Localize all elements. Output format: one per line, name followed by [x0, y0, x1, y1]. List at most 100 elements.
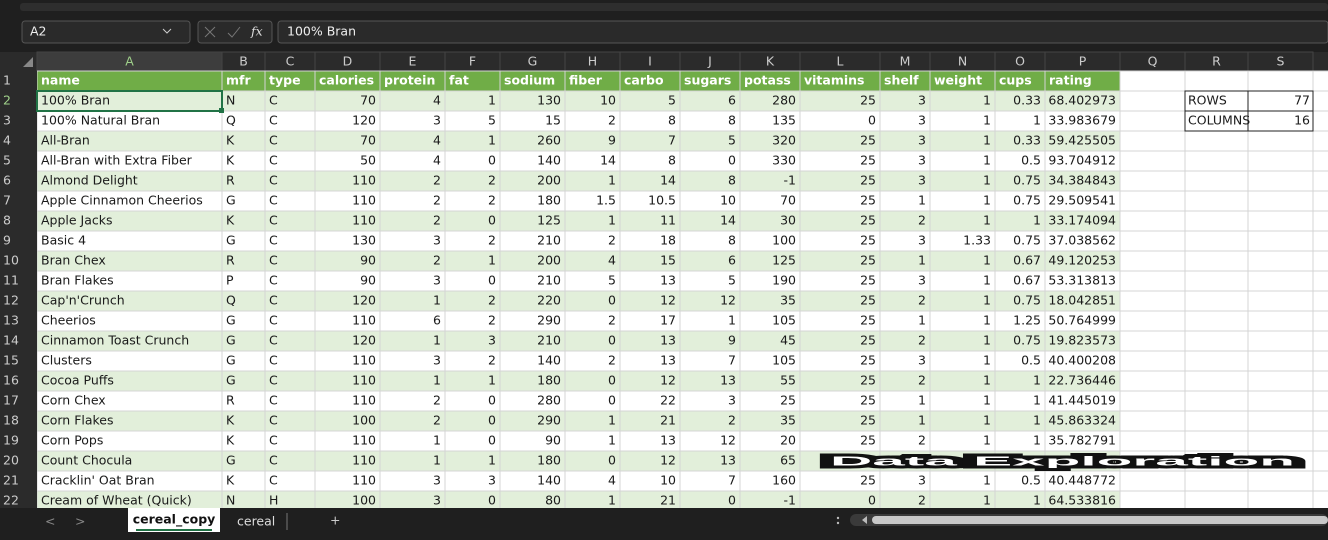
cell-number[interactable]: 1 — [983, 293, 991, 308]
cell-number[interactable]: 21 — [660, 493, 676, 508]
cell-number[interactable]: 0.75 — [1013, 293, 1041, 308]
cell-number[interactable]: 3 — [918, 473, 926, 488]
cell-number[interactable]: 25 — [860, 393, 876, 408]
cell-number[interactable]: 2 — [433, 253, 441, 268]
cell-number[interactable]: 2 — [918, 373, 926, 388]
cell-number[interactable]: 0.67 — [1013, 273, 1041, 288]
cell-text[interactable]: Q — [226, 113, 236, 128]
cell-number[interactable]: 1 — [983, 493, 991, 508]
cell-number[interactable]: 21 — [660, 413, 676, 428]
cancel-icon[interactable] — [204, 26, 216, 38]
cell-number[interactable]: 15 — [545, 113, 561, 128]
cell-number[interactable]: 1 — [918, 413, 926, 428]
cell-number[interactable]: 5 — [488, 113, 496, 128]
cell-text[interactable]: N — [226, 93, 235, 108]
cell-number[interactable]: 90 — [360, 253, 376, 268]
cell-text[interactable]: C — [269, 93, 278, 108]
cell-number[interactable]: 1 — [983, 173, 991, 188]
enter-icon[interactable] — [227, 26, 241, 38]
cell-number[interactable]: 3 — [728, 393, 736, 408]
cell-text[interactable]: C — [269, 313, 278, 328]
cell-number[interactable]: 1.33 — [963, 233, 991, 248]
cell-number[interactable]: 8 — [668, 113, 676, 128]
cell-number[interactable]: 260 — [537, 133, 561, 148]
cell-number[interactable]: 1 — [983, 153, 991, 168]
active-tab[interactable] — [128, 508, 220, 532]
cell-number[interactable]: 10.5 — [648, 193, 676, 208]
cell-number[interactable]: 4 — [433, 133, 441, 148]
cell-number[interactable]: 200 — [537, 253, 561, 268]
cell-number[interactable]: 1 — [983, 413, 991, 428]
cell-number[interactable]: 1 — [983, 213, 991, 228]
cell-number[interactable]: 6 — [433, 313, 441, 328]
cell-text[interactable]: C — [269, 153, 278, 168]
cell-text[interactable]: G — [226, 313, 236, 328]
cell-number[interactable]: 35 — [780, 413, 796, 428]
cell-number[interactable]: 1 — [983, 273, 991, 288]
cell-number[interactable]: 12 — [720, 293, 736, 308]
cell-number[interactable]: 70 — [360, 93, 376, 108]
cell-number[interactable]: 25 — [860, 213, 876, 228]
cell-number[interactable]: 4 — [608, 253, 616, 268]
cell-number[interactable]: 110 — [352, 353, 376, 368]
cell-text[interactable]: Corn Pops — [41, 433, 103, 448]
cell-number[interactable]: 50 — [360, 153, 376, 168]
cell-number[interactable]: 13 — [660, 353, 676, 368]
cell-text[interactable]: R — [226, 173, 235, 188]
add-sheet[interactable]: + — [330, 513, 340, 528]
cell-number[interactable]: 68.402973 — [1048, 93, 1116, 108]
cell-number[interactable]: 190 — [772, 273, 796, 288]
cell-number[interactable]: 3 — [918, 133, 926, 148]
cell-number[interactable]: 2 — [918, 213, 926, 228]
cell-number[interactable]: 120 — [352, 113, 376, 128]
cell-number[interactable]: 1 — [983, 333, 991, 348]
cell-number[interactable]: 25 — [860, 413, 876, 428]
cell-text[interactable]: C — [269, 173, 278, 188]
cell-text[interactable]: C — [269, 373, 278, 388]
cell-number[interactable]: 0.75 — [1013, 193, 1041, 208]
cell-number[interactable]: 6 — [728, 253, 736, 268]
cell-number[interactable]: 1 — [983, 253, 991, 268]
cell-number[interactable]: 1 — [983, 473, 991, 488]
cell-number[interactable]: 0 — [488, 153, 496, 168]
cell-number[interactable]: 290 — [537, 413, 561, 428]
cell-number[interactable]: 1 — [608, 433, 616, 448]
cell-number[interactable]: 12 — [660, 373, 676, 388]
cell-number[interactable]: 25 — [860, 333, 876, 348]
cell-number[interactable]: 2 — [608, 353, 616, 368]
cell-number[interactable]: 55 — [780, 373, 796, 388]
cell-number[interactable]: 330 — [772, 153, 796, 168]
cell-number[interactable]: 280 — [537, 393, 561, 408]
cell-text[interactable]: C — [269, 353, 278, 368]
cell-text[interactable]: H — [269, 493, 278, 508]
cell-number[interactable]: 180 — [537, 373, 561, 388]
cell-number[interactable]: 0.33 — [1013, 133, 1041, 148]
cell-number[interactable]: 2 — [918, 333, 926, 348]
cell-number[interactable]: 2 — [608, 313, 616, 328]
cell-number[interactable]: 0.5 — [1021, 153, 1041, 168]
cell-number[interactable]: 110 — [352, 193, 376, 208]
cell-text[interactable]: protein — [384, 73, 435, 88]
cell-number[interactable]: 3 — [918, 273, 926, 288]
cell-number[interactable]: 8 — [728, 173, 736, 188]
cell-text[interactable]: C — [269, 113, 278, 128]
cell-number[interactable]: 64.533816 — [1048, 493, 1116, 508]
cell-number[interactable]: 2 — [918, 433, 926, 448]
cell-text[interactable]: Cinnamon Toast Crunch — [41, 333, 189, 348]
cell-number[interactable]: 25 — [860, 133, 876, 148]
cell-text[interactable]: All-Bran with Extra Fiber — [41, 153, 193, 168]
cell-number[interactable]: 1 — [608, 213, 616, 228]
cell-number[interactable]: 2 — [728, 413, 736, 428]
cell-text[interactable]: C — [269, 273, 278, 288]
cell-number[interactable]: 90 — [545, 433, 561, 448]
cell-number[interactable]: 45.863324 — [1048, 413, 1116, 428]
cell-number[interactable]: 100 — [772, 233, 796, 248]
cell-text[interactable]: K — [226, 473, 235, 488]
cell-number[interactable]: 35.782791 — [1048, 433, 1116, 448]
cell-number[interactable]: 0 — [728, 493, 736, 508]
cell-number[interactable]: 280 — [772, 93, 796, 108]
cell-number[interactable]: 25 — [860, 373, 876, 388]
cell-number[interactable]: 1 — [608, 413, 616, 428]
cell-number[interactable]: 105 — [772, 353, 796, 368]
cell-text[interactable]: G — [226, 333, 236, 348]
